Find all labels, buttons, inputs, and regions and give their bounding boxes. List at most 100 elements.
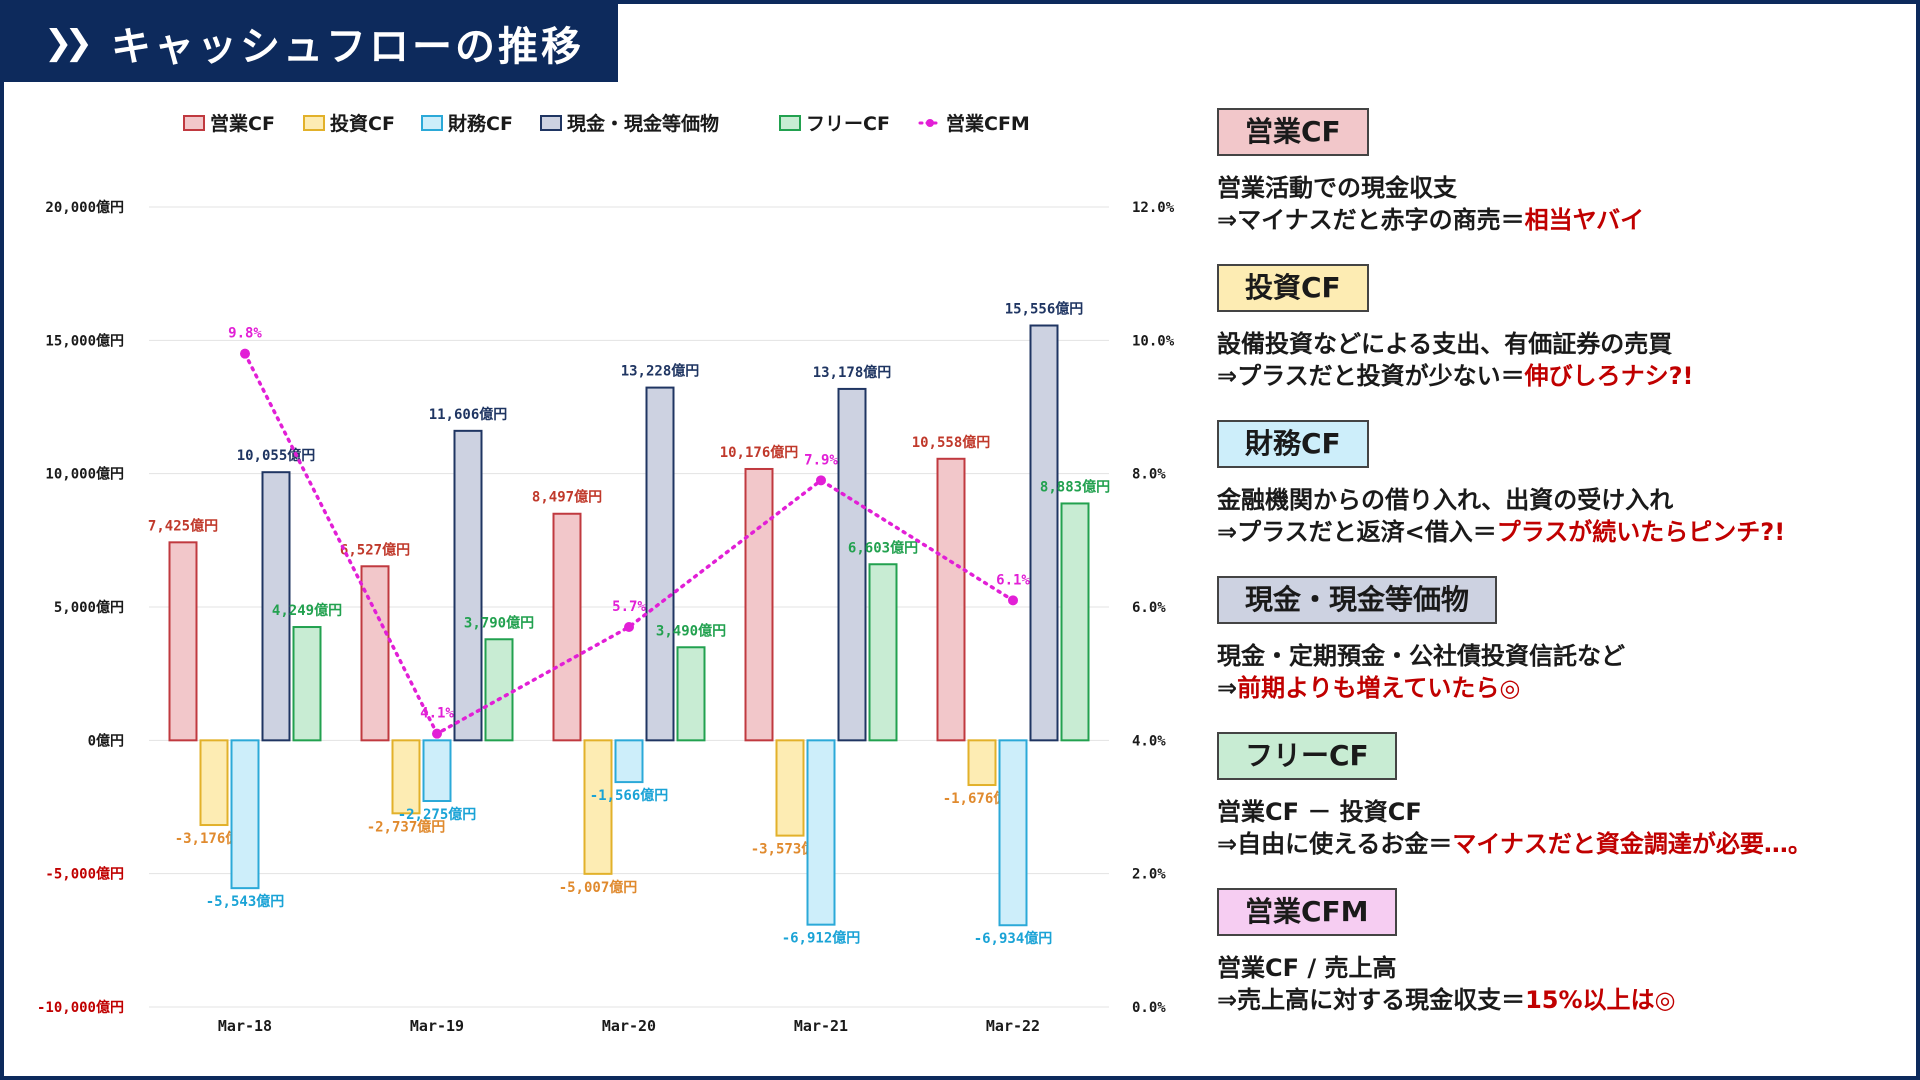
x-tick-label: Mar-21 [794, 1017, 848, 1035]
operating-cf-bar [360, 565, 390, 742]
explanation-line2-highlight: マイナスだと資金調達が必要…。 [1452, 830, 1812, 858]
explanation-line2-highlight: 前期よりも増えていたら◎ [1237, 674, 1521, 702]
explanation-line2-text: ⇒プラスだと返済<借入＝ [1217, 518, 1497, 546]
operating-cf-bar [936, 457, 966, 742]
explanation-line2-highlight: 相当ヤバイ [1524, 206, 1645, 234]
financing-cf-bar [806, 739, 836, 926]
explanation-line2-highlight: プラスが続いたらピンチ?! [1496, 518, 1786, 546]
operating-cf-data-label: 10,176億円 [720, 444, 799, 461]
legend-swatch-cash-equivalents [540, 115, 562, 131]
operating-cf-data-label: 10,558億円 [912, 434, 991, 451]
investing-cf-data-label: -2,737億円 [367, 818, 446, 835]
explanation-line1: 営業CF / 売上高 [1217, 954, 1397, 982]
legend-swatch-free-cf [779, 115, 801, 131]
investing-cf-bar [967, 739, 997, 787]
explanation-line1: 営業CF － 投資CF [1217, 798, 1422, 826]
cfm-data-label: 4.1% [420, 706, 454, 722]
free-cf-data-label: 3,490億円 [656, 622, 726, 639]
operating-cf-bar [744, 467, 774, 742]
explanation-line2: ⇒前期よりも増えていたら◎ [1217, 672, 1625, 704]
financing-cf-bar [998, 739, 1028, 927]
cash-equivalents-data-label: 10,055億円 [237, 447, 316, 464]
legend-label: フリーCF [806, 113, 890, 135]
cashflow-chart: -10,000億円 -5,000億円 0億円 5,000億円 10,000億円 15,00… [4, 94, 1194, 1054]
explanation-line2-text: ⇒自由に使えるお金＝ [1217, 830, 1453, 858]
operating-cf-data-label: 7,425億円 [148, 517, 218, 534]
cfm-point [240, 348, 250, 359]
cash-equivalents-bar [261, 471, 291, 742]
explanation-free-cf: フリーCF 営業CF － 投資CF ⇒自由に使えるお金＝マイナスだと資金調達が必… [1217, 732, 1812, 860]
financing-cf-data-label: -6,934億円 [974, 930, 1053, 947]
page-title: キャッシュフローの推移 [110, 24, 584, 70]
y-right-tick-label: 2.0% [1132, 867, 1166, 883]
legend-swatch-investing-cf [303, 115, 325, 131]
explanation-line2-text: ⇒売上高に対する現金収支＝ [1217, 986, 1526, 1014]
explanation-line2-highlight: 15%以上は◎ [1525, 986, 1676, 1014]
x-tick-label: Mar-18 [218, 1017, 272, 1035]
cash-equivalents-data-label: 11,606億円 [429, 406, 508, 423]
y-left-tick-label: -10,000億円 [37, 999, 124, 1016]
explanation-operating-cfm: 営業CFM 営業CF / 売上高 ⇒売上高に対する現金収支＝15%以上は◎ [1217, 888, 1676, 1016]
explanation-investing-cf: 投資CF 設備投資などによる支出、有価証券の売買 ⇒プラスだと投資が少ない＝伸び… [1217, 264, 1694, 392]
financing-cf-data-label: -2,275億円 [398, 806, 477, 823]
legend-swatch-operating-cf [183, 115, 205, 131]
free-cf-data-label: 8,883億円 [1040, 478, 1110, 495]
y-left-tick-label: -5,000億円 [45, 866, 124, 883]
cfm-point [624, 622, 634, 632]
legend-label: 営業CFM [946, 112, 1030, 135]
y-right-tick-label: 8.0% [1132, 467, 1166, 483]
y-right-tick-label: 12.0% [1132, 200, 1175, 216]
explanation-line2: ⇒プラスだと投資が少ない＝伸びしろナシ?! [1217, 360, 1694, 392]
chart-svg: -10,000億円 -5,000億円 0億円 5,000億円 10,000億円 15,00… [37, 112, 1175, 1035]
legend-label: 現金・現金等価物 [567, 112, 719, 135]
cfm-data-label: 9.8% [228, 326, 262, 342]
financing-cf-bar [230, 739, 260, 890]
cash-equivalents-bar [837, 387, 867, 742]
investing-cf-bar [775, 739, 805, 837]
explanation-line2: ⇒自由に使えるお金＝マイナスだと資金調達が必要…。 [1217, 828, 1812, 860]
financing-cf-data-label: -5,543億円 [206, 893, 285, 910]
double-chevron-right-icon: ❯❯ [44, 23, 93, 63]
explanation-operating-cf: 営業CF 営業活動での現金収支 ⇒マイナスだと赤字の商売＝相当ヤバイ [1217, 108, 1644, 236]
cash-equivalents-bar [453, 429, 483, 742]
cfm-point [816, 475, 826, 486]
explanation-line2-text: ⇒ [1217, 674, 1238, 702]
explanation-financing-cf: 財務CF 金融機関からの借り入れ、出資の受け入れ ⇒プラスだと返済<借入＝プラス… [1217, 420, 1785, 548]
free-cf-bar [484, 638, 514, 742]
free-cf-data-label: 6,603億円 [848, 539, 918, 556]
cfm-data-label: 7.9% [804, 452, 838, 468]
financing-cf-data-label: -1,566億円 [590, 787, 669, 804]
explanation-line2: ⇒マイナスだと赤字の商売＝相当ヤバイ [1217, 204, 1644, 236]
free-cf-data-label: 4,249億円 [272, 602, 342, 619]
free-cf-bar [676, 646, 706, 742]
legend-label: 投資CF [330, 112, 395, 135]
free-cf-bar [1060, 502, 1090, 742]
investing-cf-bar [391, 739, 421, 815]
cash-equivalents-bar [645, 386, 675, 742]
y-right-tick-label: 6.0% [1132, 600, 1166, 616]
cfm-line [243, 351, 1015, 737]
y-right-tick-label: 10.0% [1132, 333, 1175, 349]
explanation-heading: 営業CF [1217, 108, 1369, 156]
explanation-line1: 営業活動での現金収支 [1217, 174, 1457, 202]
explanation-heading: フリーCF [1217, 732, 1397, 780]
title-bar: ❯❯ キャッシュフローの推移 [4, 4, 618, 82]
legend-label: 財務CF [448, 112, 513, 135]
y-left-tick-label: 10,000億円 [45, 466, 124, 483]
investing-cf-bar [583, 739, 613, 875]
financing-cf-bar [614, 739, 644, 784]
cfm-data-label: 5.7% [612, 599, 646, 615]
cfm-data-label: 6.1% [996, 572, 1030, 588]
explanation-line2-highlight: 伸びしろナシ?! [1524, 362, 1694, 390]
free-cf-bar [868, 563, 898, 742]
free-cf-data-label: 3,790億円 [464, 614, 534, 631]
cash-equivalents-data-label: 15,556億円 [1005, 301, 1084, 318]
y-left-tick-label: 0億円 [88, 732, 124, 749]
explanation-line2: ⇒プラスだと返済<借入＝プラスが続いたらピンチ?! [1217, 516, 1785, 548]
x-tick-label: Mar-20 [602, 1017, 656, 1035]
explanation-heading: 財務CF [1217, 420, 1369, 468]
y-right-tick-label: 0.0% [1132, 1000, 1166, 1016]
cfm-point [432, 728, 442, 739]
cash-equivalents-data-label: 13,178億円 [813, 364, 892, 381]
